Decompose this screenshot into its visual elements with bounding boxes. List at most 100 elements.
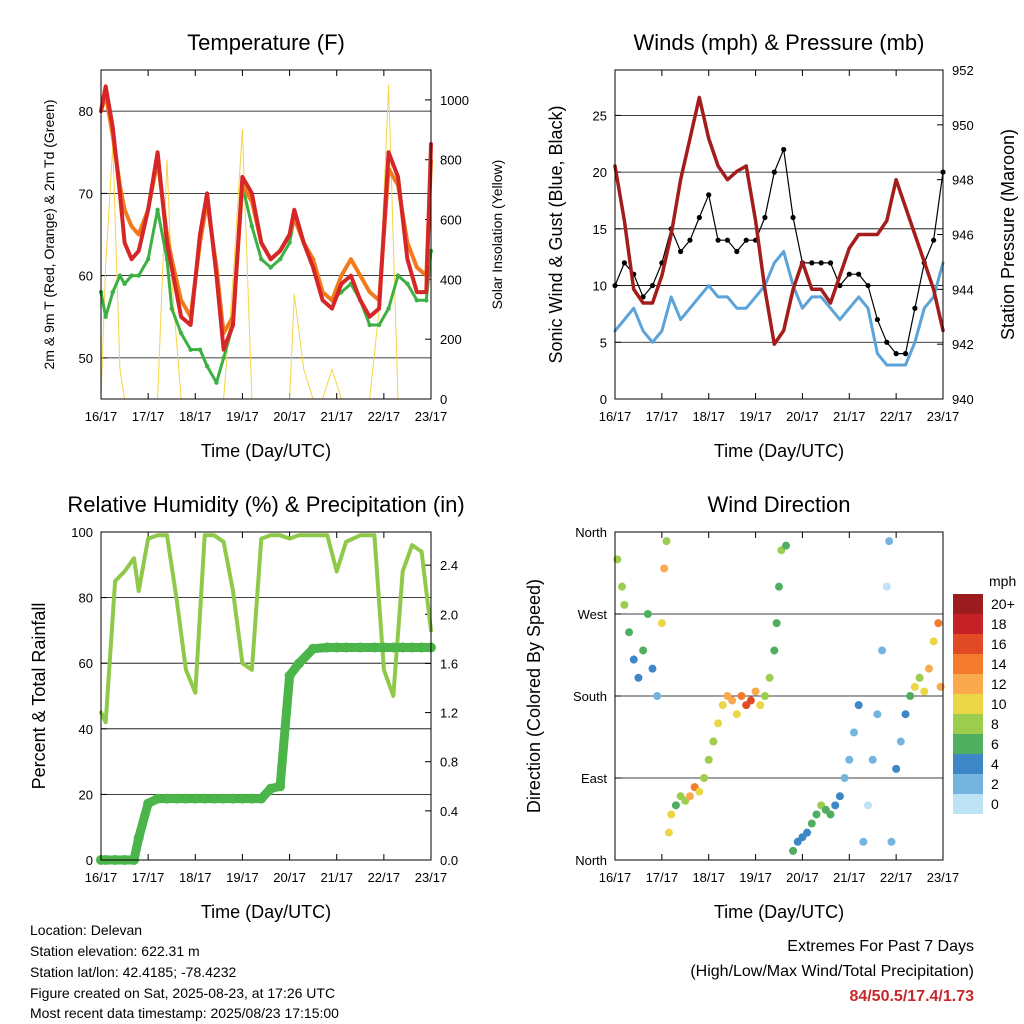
dewpoint-point — [188, 347, 193, 352]
rainfall-point — [331, 642, 342, 653]
legend-label: 16 — [991, 636, 1007, 652]
direction-point — [760, 692, 769, 700]
rainfall-point — [378, 642, 389, 653]
dewpoint-point — [277, 256, 283, 262]
legend-label: 2 — [991, 776, 999, 792]
y-right-tick-label: 942 — [952, 337, 974, 352]
y-right-axis-label: Station Pressure (Maroon) — [998, 129, 1018, 340]
station-latlon: Station lat/lon: 42.4185; -78.4232 — [30, 964, 237, 980]
direction-point — [929, 637, 938, 646]
direction-point — [772, 619, 781, 628]
x-tick-label: 22/17 — [368, 870, 401, 885]
direction-point — [709, 737, 718, 746]
x-tick-label: 23/17 — [415, 870, 448, 885]
direction-point — [835, 792, 844, 801]
rainfall-point — [190, 793, 201, 804]
direction-point — [812, 810, 821, 819]
station-elevation: Station elevation: 622.31 m — [30, 943, 200, 959]
legend-label: 6 — [991, 736, 999, 752]
direction-point — [782, 541, 791, 550]
gust-point — [809, 260, 815, 266]
direction-point — [845, 755, 854, 764]
y-right-tick-label: 944 — [952, 282, 974, 297]
y-right-tick-label: 1.2 — [440, 706, 458, 721]
legend-swatch — [953, 674, 983, 694]
gust-point — [893, 351, 899, 357]
chart-title: Winds (mph) & Pressure (mb) — [634, 30, 925, 55]
direction-point — [915, 673, 924, 682]
y-tick-label: 70 — [79, 186, 93, 201]
gust-point — [724, 237, 731, 243]
gust-point — [734, 248, 740, 255]
rainfall-point — [308, 643, 319, 654]
y-tick-label: North — [575, 525, 607, 540]
dewpoint-point — [117, 273, 123, 278]
direction-point — [657, 619, 666, 628]
legend-label: 20+ — [991, 596, 1015, 612]
gust-point — [902, 351, 909, 357]
y-right-tick-label: 940 — [952, 392, 974, 407]
direction-point — [901, 710, 910, 719]
chart-title: Temperature (F) — [187, 30, 345, 55]
dewpoint-point — [221, 355, 226, 361]
y-tick-label: East — [581, 771, 607, 786]
direction-point — [718, 701, 727, 710]
x-tick-label: 23/17 — [927, 870, 960, 885]
y-tick-label: 60 — [79, 656, 93, 671]
direction-point — [667, 810, 676, 819]
x-tick-label: 22/17 — [368, 409, 401, 424]
x-tick-label: 20/17 — [786, 870, 819, 885]
x-tick-label: 16/17 — [85, 409, 118, 424]
dewpoint-point — [395, 273, 401, 278]
x-tick-label: 17/17 — [646, 870, 679, 885]
y-right-tick-label: 2.0 — [440, 607, 458, 622]
panel-humidity: 16/17 17/17 18/17 19/17 20/17 21/17 22/17 23/17… — [29, 492, 465, 922]
direction-point — [864, 801, 873, 810]
dewpoint-point — [178, 331, 184, 336]
direction-point — [892, 764, 901, 773]
extremes-title: Extremes For Past 7 Days — [787, 938, 974, 955]
gust-point — [846, 271, 852, 277]
direction-point — [920, 687, 929, 696]
legend-swatch — [953, 614, 983, 634]
direction-point — [700, 774, 709, 782]
y-right-tick-label: 600 — [440, 213, 462, 228]
direction-point — [878, 646, 887, 655]
x-tick-label: 17/17 — [132, 870, 165, 885]
direction-point — [859, 837, 868, 846]
dewpoint-point — [376, 322, 382, 328]
legend-label: 14 — [991, 656, 1007, 672]
legend-label: 4 — [991, 756, 999, 772]
direction-point — [873, 710, 882, 719]
y-right-tick-label: 400 — [440, 272, 462, 287]
gust-point — [687, 237, 693, 243]
dewpoint-point — [204, 363, 210, 369]
gust-point — [771, 169, 777, 175]
direction-point — [629, 655, 638, 664]
dewpoint-point — [169, 306, 174, 311]
direction-point — [826, 810, 835, 819]
x-tick-label: 21/17 — [833, 409, 866, 424]
dewpoint-point — [129, 273, 134, 278]
rainfall-point — [152, 793, 163, 804]
plot-border — [614, 69, 944, 400]
legend-label: 0 — [991, 796, 999, 812]
direction-point — [732, 710, 741, 719]
rainfall-point — [180, 793, 191, 804]
y-axis-label: Percent & Total Rainfall — [29, 603, 49, 790]
panel-direction: 16/17 17/17 18/17 19/17 20/17 21/17 22/17 23/17… — [524, 492, 959, 922]
x-tick-label: 16/17 — [599, 870, 632, 885]
latest-timestamp: Most recent data timestamp: 2025/08/23 1… — [30, 1005, 339, 1021]
y-right-axis-label: Solar Insolation (Yellow) — [489, 160, 505, 310]
dewpoint-point — [386, 306, 391, 311]
direction-point — [625, 628, 634, 637]
gust-point — [715, 237, 721, 243]
y-right-tick-label: 800 — [440, 153, 462, 168]
gust-point — [678, 248, 684, 255]
y-tick-label: 80 — [79, 591, 93, 606]
gust-point — [884, 339, 890, 345]
rainfall-point — [209, 793, 220, 804]
direction-point — [924, 664, 933, 673]
y-right-tick-label: 946 — [952, 228, 974, 243]
